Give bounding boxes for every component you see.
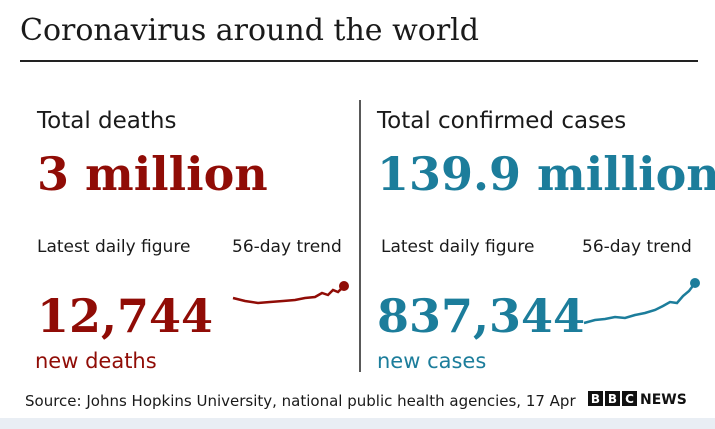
trend-label: 56-day trend xyxy=(582,237,692,257)
bbc-news-logo: B B C NEWS xyxy=(588,391,687,408)
total: 3 million xyxy=(37,147,268,201)
trend-label: 56-day trend xyxy=(232,237,342,257)
logo-word: NEWS xyxy=(640,392,687,408)
deaths-panel: Total deaths 3 million Latest daily figu… xyxy=(35,108,349,373)
daily-label: Latest daily figure xyxy=(37,237,190,257)
total: 139.9 million xyxy=(377,147,715,201)
logo-box xyxy=(622,391,637,406)
daily-unit: new cases xyxy=(377,349,486,373)
sparkline-end xyxy=(690,278,700,288)
daily-figure: 12,744 xyxy=(37,289,213,343)
cases-panel: Total confirmed cases 139.9 million Late… xyxy=(376,108,715,373)
title: Coronavirus around the world xyxy=(20,13,479,48)
sparkline xyxy=(583,282,696,325)
source: Source: Johns Hopkins University, nation… xyxy=(25,392,576,410)
logo-letter: C xyxy=(625,392,634,406)
daily-figure: 837,344 xyxy=(377,289,585,343)
daily-label: Latest daily figure xyxy=(381,237,534,257)
bottom-strip xyxy=(0,418,715,429)
sparkline xyxy=(232,285,345,305)
logo-letter: B xyxy=(608,392,617,406)
heading: Total confirmed cases xyxy=(376,108,626,134)
logo-box xyxy=(605,391,620,406)
sparkline-end xyxy=(339,281,349,291)
logo-letter: B xyxy=(591,392,600,406)
daily-unit: new deaths xyxy=(35,349,157,373)
logo-box xyxy=(588,391,603,406)
heading: Total deaths xyxy=(36,108,176,134)
